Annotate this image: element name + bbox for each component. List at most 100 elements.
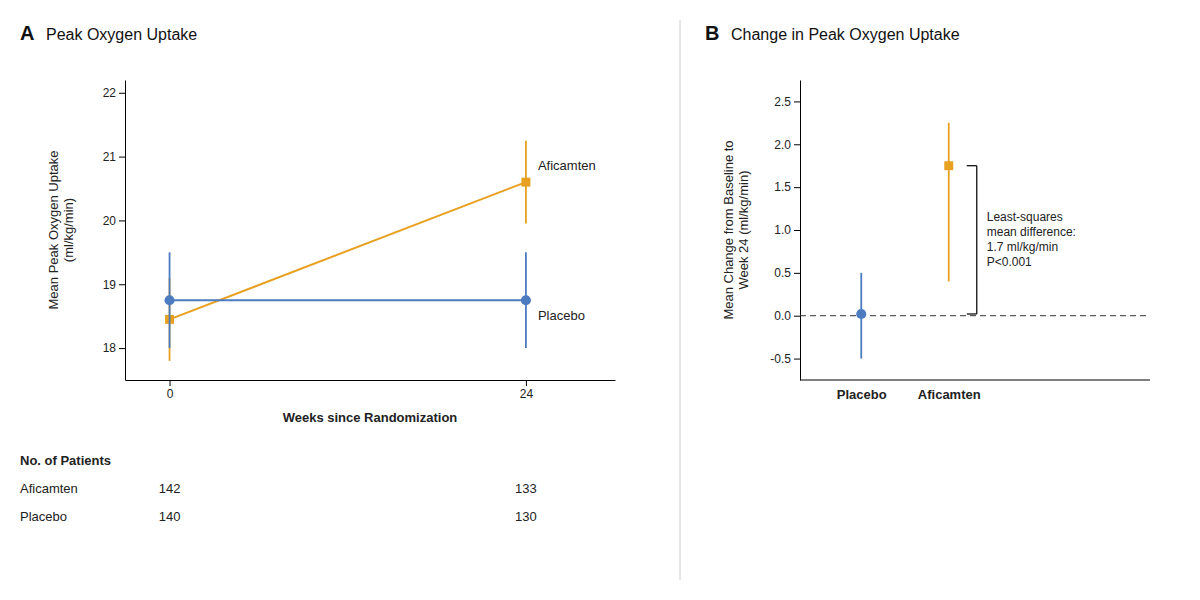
- series: [165, 141, 530, 361]
- y-axis-tick-label: -0.5: [770, 352, 791, 366]
- chart-title: Change in Peak Oxygen Uptake: [731, 26, 960, 43]
- y-axis-tick: 21: [103, 150, 125, 164]
- reference-line: [800, 315, 1150, 316]
- x-axis-tick-label: 24: [520, 387, 534, 401]
- series-line: [170, 182, 526, 319]
- table-row-label: Placebo: [20, 509, 67, 524]
- table-title: No. of Patients: [20, 453, 111, 468]
- chart-root: A Peak Oxygen Uptake 0 24 18 19 20 21 22 Weeks si…: [0, 0, 1200, 600]
- patient-table: No. of Patients Aficamten 142 133 Placebo 140…: [20, 453, 537, 524]
- marker: [944, 161, 953, 170]
- x-axis-tick-label: Aficamten: [918, 387, 981, 402]
- plot-area: [800, 123, 1150, 359]
- marker: [521, 295, 531, 305]
- series: [856, 273, 866, 359]
- y-axis-title-line: Mean Change from Baseline to: [721, 140, 736, 319]
- x-axis-tick: Aficamten: [918, 380, 981, 402]
- y-axis-line: [125, 81, 126, 381]
- panel-label: B: [705, 22, 719, 44]
- table-value: 130: [515, 509, 537, 524]
- chart-title: Peak Oxygen Uptake: [46, 26, 197, 43]
- x-axis-tick: 0: [167, 380, 174, 401]
- annotation: Least-squaresmean difference:1.7 ml/kg/m…: [987, 210, 1076, 269]
- panel: 0 24 18 19 20 21 22 Weeks since Randomization Me…: [46, 81, 616, 426]
- y-axis-tick-label: 0.5: [774, 266, 791, 280]
- y-axis-tick: 0.0: [774, 309, 800, 323]
- x-axis: 0 24: [126, 380, 616, 401]
- y-axis-title-line: Mean Peak Oxygen Uptake: [46, 151, 61, 310]
- y-axis-tick-label: 18: [103, 341, 117, 355]
- y-axis-tick-label: 21: [103, 150, 117, 164]
- annotation-line: 1.7 ml/kg/min: [987, 240, 1058, 254]
- difference-bracket: [967, 166, 977, 314]
- y-axis: 18 19 20 21 22: [103, 81, 126, 381]
- x-axis-tick-mark: [170, 380, 171, 386]
- table-value: 140: [159, 509, 181, 524]
- y-axis-tick-mark: [119, 220, 125, 221]
- x-axis-tick-label: 0: [167, 387, 174, 401]
- y-axis-tick: 1.5: [774, 180, 800, 194]
- annotation-line: mean difference:: [987, 225, 1076, 239]
- y-axis-tick-label: 2.5: [774, 95, 791, 109]
- x-axis-title: Weeks since Randomization: [283, 410, 458, 425]
- y-axis-title-line: (ml/kg/min): [61, 198, 76, 262]
- y-axis-tick-label: 1.5: [774, 180, 791, 194]
- annotation-line: Least-squares: [987, 210, 1063, 224]
- x-axis-line: [800, 380, 1150, 381]
- x-axis: Placebo Aficamten: [800, 380, 1150, 402]
- annotation-line: P<0.001: [987, 255, 1032, 269]
- panel-divider: [680, 20, 681, 580]
- panel: Placebo Aficamten -0.5 0.0 0.5 1.0 1.5 2.0 2.5 Me…: [721, 81, 1150, 403]
- x-axis-tick-label: Placebo: [837, 387, 887, 402]
- error-bar: [948, 123, 950, 282]
- y-axis-tick-mark: [794, 316, 800, 317]
- y-axis-tick: -0.5: [770, 352, 800, 366]
- marker: [856, 309, 866, 319]
- x-axis-tick-mark: [526, 380, 527, 386]
- series: [944, 123, 953, 282]
- y-axis-tick-mark: [119, 157, 125, 158]
- line-label: Aficamten: [538, 158, 596, 173]
- y-axis-title: Mean Change from Baseline toWeek 24 (ml/…: [721, 140, 751, 319]
- y-axis-tick: 22: [103, 86, 125, 100]
- series: [164, 252, 530, 348]
- table-value: 133: [515, 481, 537, 496]
- x-axis-tick: 24: [520, 380, 534, 401]
- y-axis: -0.5 0.0 0.5 1.0 1.5 2.0 2.5: [770, 81, 800, 381]
- plot-area: [164, 141, 530, 361]
- y-axis-tick: 19: [103, 278, 125, 292]
- bracket-end: [967, 165, 977, 166]
- y-axis-tick-label: 2.0: [774, 138, 791, 152]
- y-axis-tick-mark: [794, 230, 800, 231]
- table-value: 142: [159, 481, 181, 496]
- x-axis-tick: Placebo: [837, 380, 887, 402]
- y-axis-tick: 1.0: [774, 223, 800, 237]
- y-axis-line: [800, 81, 801, 381]
- panel-label: A: [20, 22, 34, 44]
- bracket-end: [967, 313, 977, 314]
- y-axis-tick-label: 22: [103, 86, 117, 100]
- y-axis-tick-mark: [794, 187, 800, 188]
- line-labels: Aficamten Placebo: [538, 158, 596, 323]
- y-axis-tick-mark: [119, 93, 125, 94]
- y-axis-tick-label: 19: [103, 278, 117, 292]
- y-axis-tick: 2.0: [774, 138, 800, 152]
- y-axis-tick-label: 1.0: [774, 223, 791, 237]
- y-axis-title-line: Week 24 (ml/kg/min): [736, 171, 751, 290]
- table-row-label: Aficamten: [20, 481, 78, 496]
- line-label: Placebo: [538, 308, 585, 323]
- y-axis-title: Mean Peak Oxygen Uptake(ml/kg/min): [46, 151, 76, 310]
- y-axis-tick-mark: [119, 348, 125, 349]
- y-axis-tick: 0.5: [774, 266, 800, 280]
- series-line: [170, 299, 526, 301]
- y-axis-tick-mark: [119, 284, 125, 285]
- marker: [164, 295, 174, 305]
- x-axis-line: [126, 380, 616, 381]
- y-axis-tick-mark: [794, 101, 800, 102]
- y-axis-tick: 20: [103, 214, 125, 228]
- y-axis-tick: 2.5: [774, 95, 800, 109]
- y-axis-tick-label: 20: [103, 214, 117, 228]
- marker: [521, 178, 530, 187]
- y-axis-tick-mark: [794, 273, 800, 274]
- y-axis-tick: 18: [103, 341, 125, 355]
